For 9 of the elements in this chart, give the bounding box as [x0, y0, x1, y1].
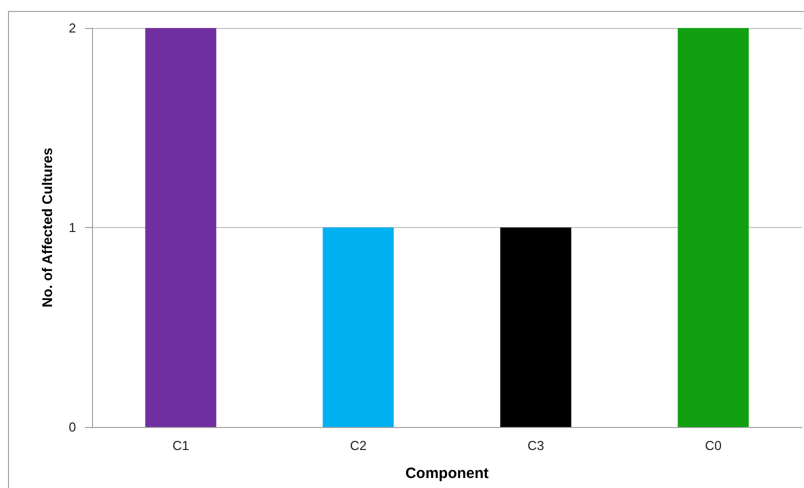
x-tick-label: C1	[172, 438, 190, 453]
x-axis-title: Component	[405, 465, 489, 482]
y-axis-title: No. of Affected Cultures	[39, 147, 55, 308]
x-tick-label: C0	[704, 438, 722, 453]
y-tick-label: 1	[68, 220, 76, 235]
y-tick-label: 0	[68, 420, 76, 434]
x-tick-label: C3	[527, 438, 544, 453]
x-tick-label: C2	[350, 438, 367, 453]
y-tick-label: 2	[68, 20, 76, 36]
